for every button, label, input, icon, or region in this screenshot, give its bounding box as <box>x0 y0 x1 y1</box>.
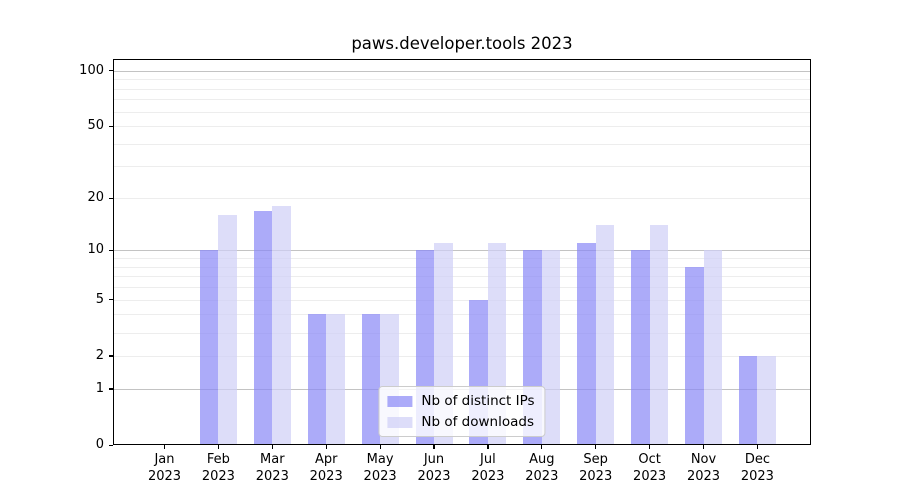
y-gridline-minor-90 <box>113 79 811 81</box>
y-gridline-minor-9 <box>113 258 811 260</box>
y-gridline-major-100 <box>113 70 811 72</box>
y-gridline-minor-30 <box>113 166 811 168</box>
bar-downloads-nov <box>703 250 722 445</box>
plot-area: Nb of distinct IPs Nb of downloads <box>113 59 811 445</box>
y-gridline-minor-60 <box>113 111 811 113</box>
y-gridline-minor-3 <box>113 332 811 334</box>
x-tick-dec <box>756 445 759 449</box>
legend-label-downloads: Nb of downloads <box>421 414 534 430</box>
legend-item-downloads: Nb of downloads <box>387 414 534 430</box>
x-tick-label-mar: Mar 2023 <box>255 452 289 484</box>
y-tick-1 <box>109 388 113 390</box>
x-tick-label-jan: Jan 2023 <box>147 452 182 484</box>
bar-downloads-mar <box>272 206 291 445</box>
bar-downloads-sep <box>595 225 615 445</box>
y-tick-label-1: 1 <box>95 381 104 397</box>
y-gridline-minor-40 <box>113 143 811 145</box>
x-tick-label-feb: Feb 2023 <box>201 452 235 484</box>
bar-downloads-apr <box>326 314 345 445</box>
bar-distinct-ips-mar <box>253 210 273 445</box>
bar-distinct-ips-dec <box>738 355 758 445</box>
y-gridline-minor-20 <box>113 198 811 199</box>
x-tick-feb <box>217 445 220 449</box>
y-tick-20 <box>109 197 113 199</box>
y-gridline-minor-5 <box>113 299 811 301</box>
x-tick-mar <box>271 445 273 449</box>
y-tick-label-0: 0 <box>95 437 104 453</box>
x-tick-nov <box>702 445 705 449</box>
bar-distinct-ips-apr <box>307 314 327 445</box>
bar-distinct-ips-feb <box>199 250 219 445</box>
x-tick-label-jun: Jun 2023 <box>417 452 451 484</box>
bar-downloads-feb <box>218 215 237 445</box>
y-tick-label-100: 100 <box>79 62 104 78</box>
y-tick-label-5: 5 <box>95 291 104 307</box>
y-tick-100 <box>109 70 113 72</box>
bar-distinct-ips-nov <box>685 266 704 445</box>
x-tick-label-apr: Apr 2023 <box>309 452 343 484</box>
x-tick-jul <box>487 445 489 449</box>
y-gridline-minor-2 <box>113 355 811 357</box>
x-tick-sep <box>595 445 597 449</box>
y-tick-label-20: 20 <box>87 190 104 206</box>
bar-distinct-ips-oct <box>631 250 650 445</box>
x-tick-apr <box>325 445 327 449</box>
y-gridline-major-10 <box>113 250 811 252</box>
x-tick-label-may: May 2023 <box>363 452 397 484</box>
y-tick-0 <box>109 444 113 446</box>
y-tick-label-2: 2 <box>95 348 104 364</box>
x-tick-label-aug: Aug 2023 <box>525 452 559 484</box>
chart-title: paws.developer.tools 2023 <box>351 34 573 53</box>
bar-distinct-ips-may <box>361 314 381 445</box>
x-tick-aug <box>541 445 543 449</box>
y-tick-10 <box>109 249 113 252</box>
x-tick-jun <box>433 445 435 449</box>
legend-swatch-distinct-ips <box>387 395 413 407</box>
bar-distinct-ips-sep <box>577 243 596 445</box>
x-tick-label-nov: Nov 2023 <box>686 452 721 484</box>
x-tick-label-oct: Oct 2023 <box>633 452 667 484</box>
x-tick-label-sep: Sep 2023 <box>579 452 613 484</box>
y-gridline-minor-80 <box>113 88 811 90</box>
legend: Nb of distinct IPs Nb of downloads <box>378 386 546 437</box>
y-gridline-minor-7 <box>113 276 811 278</box>
y-gridline-minor-4 <box>113 314 811 316</box>
bar-downloads-aug <box>541 250 561 445</box>
y-tick-2 <box>109 355 113 357</box>
x-tick-label-dec: Dec 2023 <box>740 452 774 484</box>
y-gridline-minor-6 <box>113 287 811 289</box>
legend-swatch-downloads <box>387 416 413 428</box>
y-gridline-minor-8 <box>113 266 811 268</box>
bar-downloads-oct <box>649 225 669 445</box>
x-tick-may <box>379 445 381 449</box>
y-gridline-minor-70 <box>113 99 811 101</box>
y-gridline-minor-50 <box>113 126 811 128</box>
x-tick-oct <box>649 445 651 449</box>
bar-downloads-dec <box>757 355 776 445</box>
y-tick-label-50: 50 <box>87 118 104 134</box>
x-tick-jan <box>163 445 166 449</box>
y-tick-5 <box>109 299 113 301</box>
x-tick-label-jul: Jul 2023 <box>471 452 505 484</box>
legend-item-distinct-ips: Nb of distinct IPs <box>387 393 535 409</box>
legend-label-distinct-ips: Nb of distinct IPs <box>421 393 535 409</box>
y-tick-50 <box>109 125 113 127</box>
y-tick-label-10: 10 <box>87 242 104 258</box>
